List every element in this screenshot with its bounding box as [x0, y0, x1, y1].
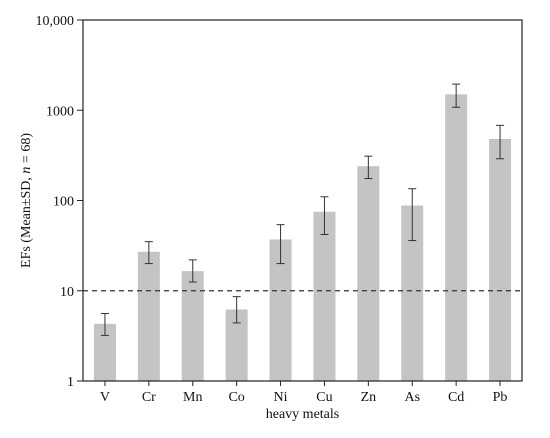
x-tick-label-co: Co	[228, 390, 244, 405]
bar-zn	[357, 166, 380, 381]
bar-cu	[313, 211, 336, 381]
x-tick-label-cr: Cr	[142, 390, 156, 405]
y-tick-label: 10,000	[36, 14, 75, 29]
bar-co	[225, 309, 248, 381]
x-tick-label-v: V	[100, 390, 110, 405]
x-tick-label-cd: Cd	[448, 390, 464, 405]
y-axis-title: EFs (Mean±SD, n = 68)	[19, 133, 34, 268]
y-axis-title-suffix: = 68)	[19, 133, 34, 167]
y-axis-title-prefix: EFs (Mean±SD,	[19, 174, 34, 268]
y-axis-title-n: n	[19, 167, 34, 174]
x-tick-label-pb: Pb	[493, 390, 508, 405]
error-bars-layer	[100, 83, 505, 336]
bar-cd	[445, 94, 468, 382]
bar-pb	[489, 139, 512, 381]
x-tick-label-mn: Mn	[183, 390, 202, 405]
x-axis-title: heavy metals	[266, 407, 339, 422]
x-axis-ticks: V Cr Mn Co Ni Cu Zn As Cd Pb	[100, 381, 508, 405]
bar-v	[93, 323, 116, 381]
bar-cr	[137, 251, 160, 381]
bar-ni	[269, 239, 292, 381]
x-tick-label-cu: Cu	[316, 390, 332, 405]
y-tick-label: 100	[53, 195, 74, 210]
x-tick-label-ni: Ni	[274, 390, 288, 405]
y-axis-ticks: 1 10 100 1000 10,000	[36, 14, 83, 390]
y-tick-label: 10	[60, 285, 74, 300]
bar-as	[401, 205, 424, 381]
x-tick-label-zn: Zn	[361, 390, 377, 405]
x-tick-label-as: As	[404, 390, 420, 405]
y-tick-label: 1	[67, 375, 74, 390]
bars-layer	[93, 94, 512, 382]
bar-mn	[181, 271, 204, 381]
y-tick-label: 1000	[46, 104, 74, 119]
